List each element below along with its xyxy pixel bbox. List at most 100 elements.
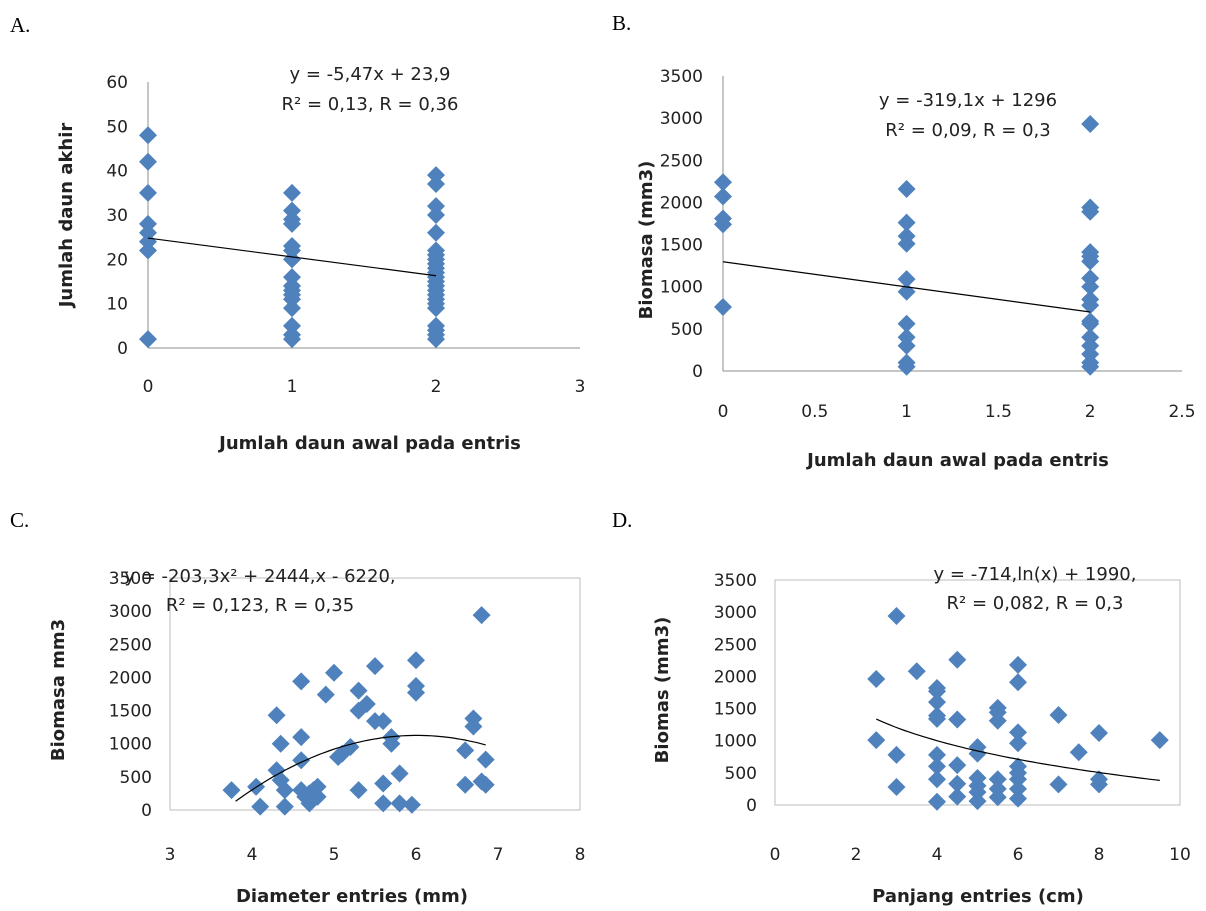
chart-panel-b: B. 0 0.5 1 1.5 2 2.5 0 500 1000 1500 2000 2500 3000 35… [612, 11, 1196, 471]
data-point [427, 330, 445, 349]
y-tick-label: 500 [120, 768, 152, 788]
trendline-equation: R² = 0,082, R = 0,3 [947, 593, 1124, 614]
data-point [1009, 770, 1027, 789]
data-point [349, 681, 368, 700]
data-point [897, 270, 916, 289]
y-axis-label: Biomasa mm3 [48, 619, 69, 761]
data-point [968, 792, 987, 811]
data-point [139, 152, 157, 171]
data-point [1049, 706, 1068, 724]
data-point [427, 223, 445, 242]
y-tick-label: 0 [746, 796, 757, 816]
trendline-equation: y = -319,1x + 1296 [879, 90, 1057, 111]
y-tick-label: 500 [671, 320, 703, 340]
data-point [1081, 357, 1100, 376]
data-point [349, 781, 368, 800]
x-tick-label: 8 [1094, 845, 1105, 865]
y-tick-label: 0 [141, 801, 152, 821]
data-point [308, 787, 327, 806]
y-tick-label: 1500 [714, 700, 757, 720]
data-point [988, 770, 1007, 789]
x-tick-label: 2.5 [1168, 402, 1195, 422]
data-point [427, 174, 445, 193]
y-tick-label: 0 [117, 339, 128, 359]
x-tick-label: 3 [165, 845, 176, 865]
y-tick-label: 2000 [660, 193, 703, 213]
data-point [867, 670, 886, 688]
x-tick-label: 2 [1085, 402, 1096, 422]
data-point [1009, 779, 1027, 798]
data-point [897, 234, 916, 253]
y-tick-label: 40 [106, 162, 128, 182]
trendline-equation: R² = 0,13, R = 0,36 [282, 94, 459, 115]
panel-letter: A. [10, 13, 30, 37]
data-point [292, 751, 311, 770]
x-tick-label: 4 [247, 845, 258, 865]
x-tick-label: 6 [411, 845, 422, 865]
data-point [283, 214, 301, 233]
data-point [267, 706, 286, 725]
y-tick-label: 0 [692, 362, 703, 382]
x-axis-label: Diameter entries (mm) [236, 886, 468, 907]
data-point [139, 126, 157, 145]
data-point [283, 183, 301, 202]
data-point [928, 693, 946, 712]
data-point [1090, 775, 1108, 794]
chart-panel-c: C. 3 4 5 6 7 8 0 500 1000 1500 2000 2500 3000 3500 Diam… [10, 508, 585, 907]
x-tick-label: 2 [851, 845, 862, 865]
data-point [1009, 789, 1027, 808]
data-point [714, 215, 732, 234]
data-point [948, 650, 967, 669]
data-point [1081, 296, 1100, 315]
data-point [374, 794, 393, 813]
y-tick-label: 2500 [660, 151, 703, 171]
data-point [907, 662, 926, 681]
y-tick-label: 1000 [109, 735, 152, 755]
data-point [283, 250, 301, 269]
data-point [374, 712, 393, 731]
y-tick-label: 2500 [714, 635, 757, 655]
x-tick-label: 1 [901, 402, 912, 422]
data-point [1069, 743, 1088, 762]
trendline-equation: y = -5,47x + 23,9 [289, 64, 450, 85]
x-tick-label: 0 [770, 845, 781, 865]
y-axis-label: Biomas (mm3) [652, 617, 673, 764]
y-tick-label: 30 [106, 206, 128, 226]
data-point [1009, 655, 1027, 674]
data-point [928, 745, 946, 764]
data-point [1009, 673, 1027, 692]
data-point [948, 787, 967, 806]
y-tick-label: 3000 [660, 109, 703, 129]
y-tick-label: 500 [725, 764, 757, 784]
panel-letter: B. [612, 11, 631, 35]
y-tick-label: 50 [106, 117, 128, 137]
trendline [147, 237, 437, 277]
data-point [897, 357, 916, 376]
plot-area-border [169, 577, 581, 811]
data-point [1150, 731, 1169, 750]
x-tick-label: 3 [575, 377, 586, 397]
x-axis-label: Jumlah daun awal pada entris [805, 450, 1109, 471]
data-point [251, 797, 270, 816]
data-point [271, 734, 290, 753]
y-tick-label: 2000 [714, 667, 757, 687]
data-point [390, 764, 409, 783]
x-tick-label: 0 [718, 402, 729, 422]
data-point [275, 781, 294, 800]
data-point [390, 794, 409, 813]
y-tick-label: 3500 [660, 67, 703, 87]
data-point [476, 775, 495, 794]
data-point [887, 745, 906, 764]
trendline-equation: R² = 0,09, R = 0,3 [885, 120, 1050, 141]
data-point [897, 213, 916, 232]
data-point [1090, 724, 1108, 742]
chart-panel-d: D. 0 2 4 6 8 10 0 500 1000 1500 2000 2500 3000 3500 Pan… [612, 508, 1191, 907]
data-point [887, 778, 906, 796]
trendline [235, 734, 486, 802]
trendline [876, 718, 1160, 781]
y-tick-label: 10 [106, 295, 128, 315]
data-point [928, 757, 946, 776]
data-point [456, 741, 475, 760]
